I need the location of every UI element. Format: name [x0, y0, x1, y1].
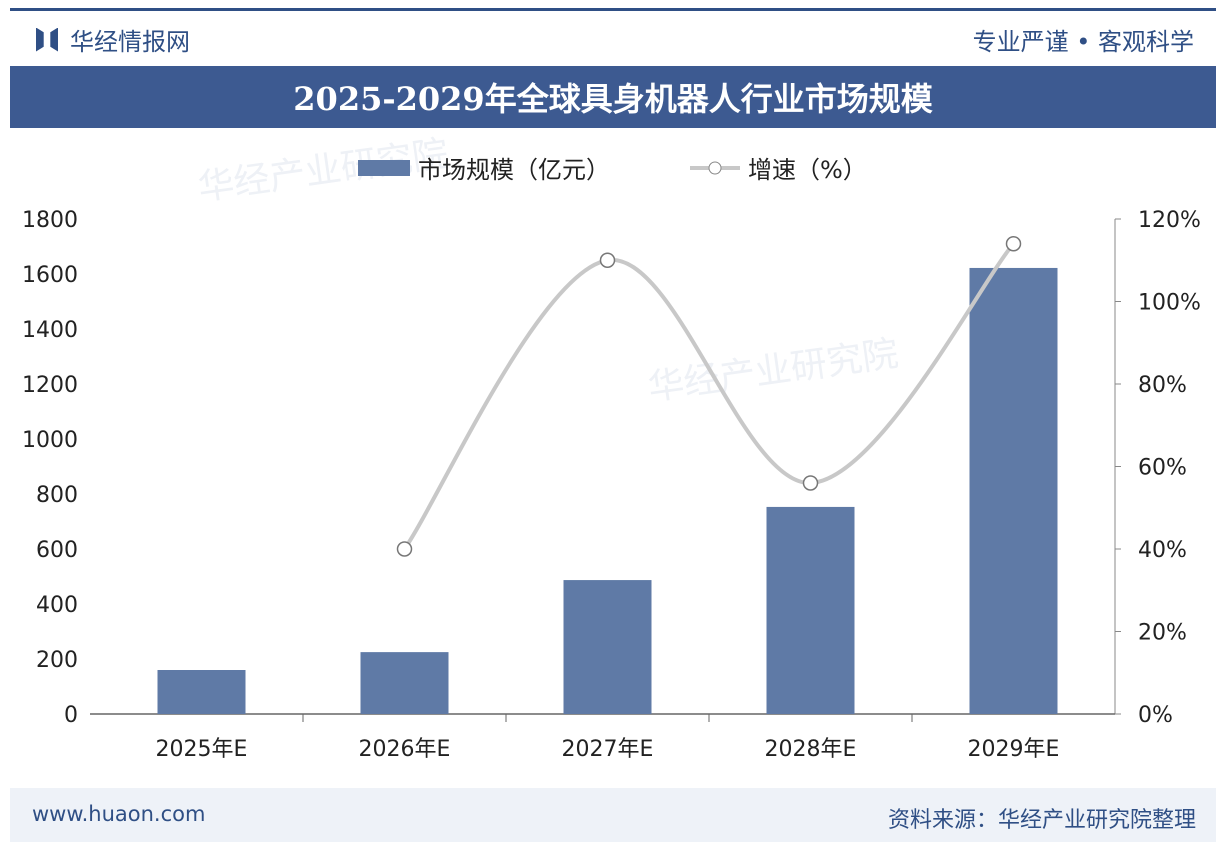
right-tick-label: 120%	[1138, 208, 1201, 233]
bar-2025年E	[157, 670, 246, 714]
left-tick-label: 800	[36, 483, 78, 508]
left-tick-label: 400	[36, 593, 78, 618]
right-tick-label: 20%	[1138, 621, 1187, 646]
chart-title: 2025-2029年全球具身机器人行业市场规模	[10, 66, 1216, 128]
x-tick-label: 2027年E	[562, 737, 654, 762]
growth-point	[802, 475, 819, 491]
source-note: 资料来源：华经产业研究院整理	[887, 808, 1196, 833]
bar-2029年E	[969, 267, 1058, 714]
left-tick-label: 1800	[22, 208, 78, 233]
legend-bar-label: 市场规模（亿元）	[418, 156, 610, 184]
left-tick-label: 1200	[22, 373, 78, 398]
x-tick-label: 2029年E	[968, 737, 1060, 762]
legend: 市场规模（亿元） 增速（%）	[358, 156, 867, 184]
legend-line-marker	[708, 161, 722, 175]
growth-point	[1005, 236, 1022, 252]
bar-2028年E	[766, 506, 855, 714]
growth-point	[599, 252, 616, 268]
x-tick-label: 2025年E	[156, 737, 248, 762]
brand: 华经情报网	[36, 22, 190, 57]
left-tick-label: 1400	[22, 318, 78, 343]
right-tick-label: 0%	[1138, 703, 1173, 728]
footer-url[interactable]: www.huaon.com	[32, 802, 206, 826]
right-tick-label: 80%	[1138, 373, 1187, 398]
legend-bar-swatch	[358, 160, 410, 176]
bar-2027年E	[563, 580, 652, 714]
bar-2026年E	[360, 652, 449, 714]
right-tick-label: 60%	[1138, 456, 1187, 481]
x-tick-label: 2028年E	[765, 737, 857, 762]
watermark: 华经产业研究院	[196, 133, 451, 209]
right-tick-label: 40%	[1138, 538, 1187, 563]
left-tick-label: 1000	[22, 428, 78, 453]
growth-line	[402, 242, 1016, 551]
slogan: 专业严谨 • 客观科学	[972, 28, 1194, 56]
top-rule	[10, 8, 1216, 11]
left-tick-label: 0	[64, 703, 78, 728]
legend-line-label: 增速（%）	[748, 156, 867, 184]
x-tick-label: 2026年E	[359, 737, 451, 762]
growth-point	[396, 541, 413, 557]
watermark: 华经产业研究院	[646, 333, 901, 409]
footer	[10, 788, 1216, 842]
right-tick-label: 100%	[1138, 291, 1201, 316]
brand-name: 华经情报网	[70, 28, 190, 56]
left-tick-label: 600	[36, 538, 78, 563]
left-tick-label: 1600	[22, 263, 78, 288]
left-tick-label: 200	[36, 648, 78, 673]
